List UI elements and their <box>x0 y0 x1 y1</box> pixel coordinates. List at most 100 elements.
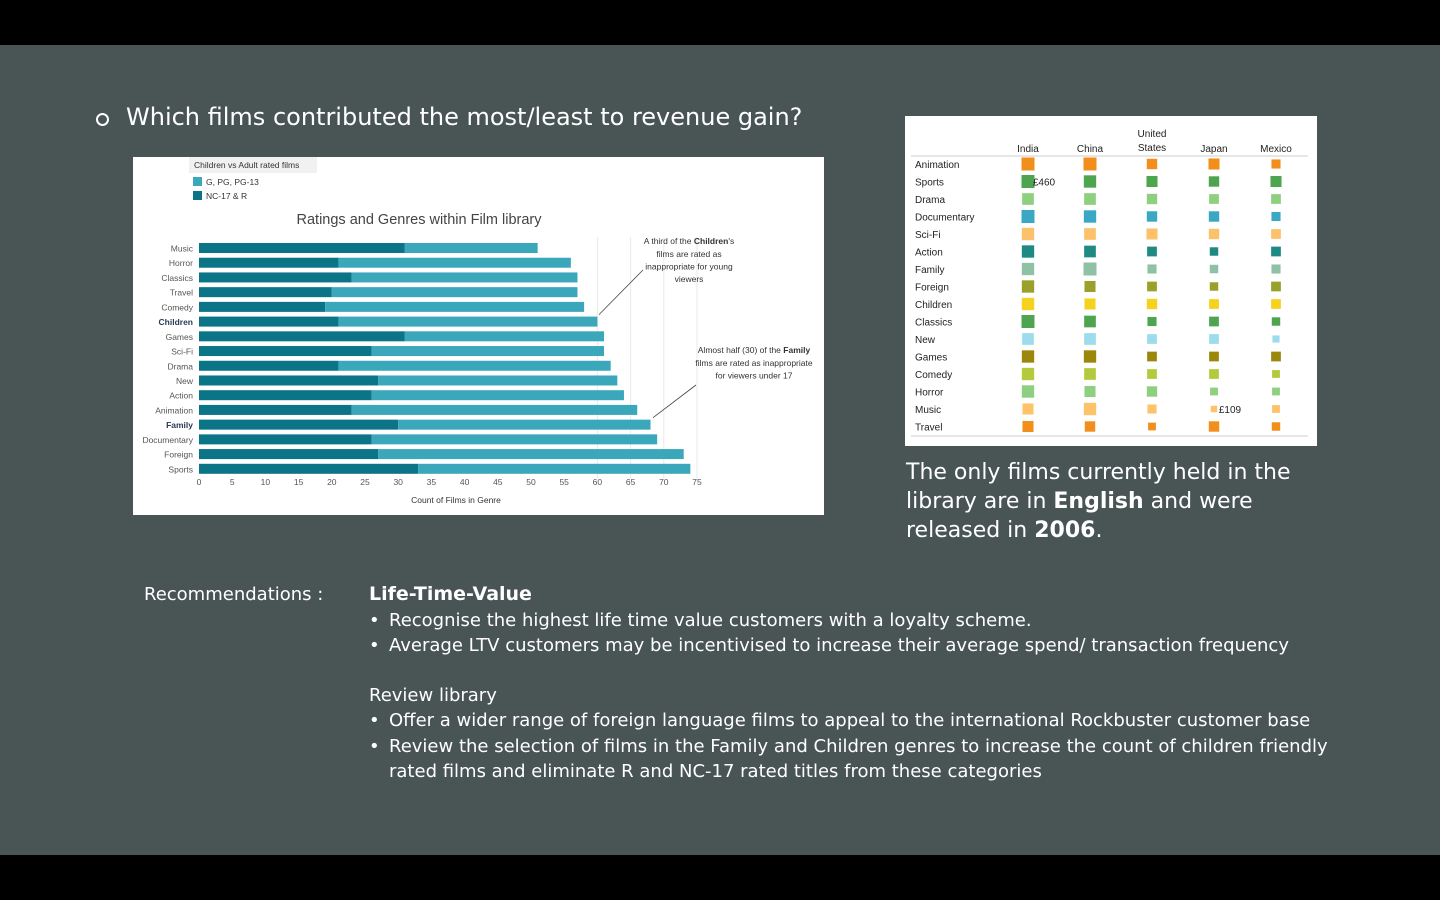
heatmap-square <box>1084 385 1096 398</box>
category-label: Horror <box>169 258 193 268</box>
heatmap-square <box>1209 194 1219 204</box>
annotation-line: Almost half (30) of the Family <box>698 345 811 355</box>
heatmap-square <box>1084 280 1096 293</box>
row-label: Animation <box>915 160 959 171</box>
heatmap-square <box>1084 368 1096 380</box>
x-tick-label: 45 <box>493 477 503 487</box>
heatmap-square <box>1271 159 1281 169</box>
heatmap-square <box>1272 370 1280 378</box>
x-tick-label: 60 <box>593 477 603 487</box>
heatmap-square <box>1146 158 1158 170</box>
bar-segment <box>199 375 379 386</box>
heatmap-square <box>1021 245 1035 258</box>
category-label: Drama <box>167 361 193 371</box>
x-axis-label: Count of Films in Genre <box>411 495 501 505</box>
legend-title-background <box>189 157 317 173</box>
heatmap-square <box>1146 211 1158 222</box>
heatmap-square <box>1209 334 1219 344</box>
annotation-span: Almost half (30) of the <box>698 345 784 355</box>
annotation-line: films are rated as <box>656 249 721 259</box>
heatmap-square <box>1209 264 1219 274</box>
heatmap-square <box>1209 316 1219 327</box>
bar-segment <box>404 331 605 342</box>
category-label: Documentary <box>142 435 193 445</box>
slide: Which films contributed the most/least t… <box>0 45 1440 855</box>
chart-legend: Children vs Adult rated films G, PG, PG-1… <box>189 157 317 201</box>
x-tick-label: 0 <box>197 477 202 487</box>
bar-segment <box>199 287 332 298</box>
chart-title: Ratings and Genres within Film library <box>297 212 543 228</box>
bar-segment <box>325 301 585 312</box>
heatmap-square <box>1083 210 1097 223</box>
category-label: Sports <box>168 464 193 474</box>
note-text-3: . <box>1095 518 1103 543</box>
bar-segment <box>371 434 658 445</box>
heatmap-square <box>1084 193 1096 205</box>
category-label: Sci-Fi <box>171 347 193 357</box>
heatmap-square <box>1021 350 1035 363</box>
x-tick-label: 20 <box>327 477 337 487</box>
heatmap-square <box>1021 210 1035 223</box>
heatmap-square <box>1084 333 1096 345</box>
recommendation-item: Average LTV customers may be incentivise… <box>369 633 1329 659</box>
heatmap-square <box>1022 420 1034 433</box>
heatmap-square <box>1271 211 1281 222</box>
recommendation-list-ltv: Recognise the highest life time value cu… <box>369 608 1329 659</box>
bar-segment <box>338 257 571 268</box>
heatmap-square <box>1271 299 1281 309</box>
value-label: £460 <box>1033 178 1056 189</box>
heatmap-square <box>1021 367 1035 381</box>
heatmap-square <box>1209 247 1219 256</box>
heatmap-square <box>1208 158 1220 170</box>
x-tick-label: 50 <box>526 477 536 487</box>
x-tick-label: 10 <box>261 477 271 487</box>
heatmap-square <box>1271 246 1281 257</box>
bar-segment <box>199 257 339 268</box>
column-header: Mexico <box>1260 144 1292 155</box>
legend-swatch <box>193 177 202 186</box>
bar-segment <box>398 419 651 430</box>
annotation-arrow <box>598 269 644 315</box>
heatmap-square <box>1209 299 1219 309</box>
annotation-span: A third of the <box>644 236 694 246</box>
bar-segment <box>378 375 618 386</box>
country-genre-heatmap: India China United States Japan Mexico Animati… <box>911 129 1308 437</box>
row-label: Family <box>915 265 944 276</box>
bar-segment <box>199 243 405 253</box>
heatmap-square <box>1271 351 1281 362</box>
heatmap-square <box>1147 404 1157 414</box>
x-tick-label: 25 <box>360 477 370 487</box>
heatmap-square <box>1146 175 1158 188</box>
bar-segment <box>199 434 372 445</box>
heatmap-square <box>1021 157 1035 171</box>
heatmap-square <box>1271 264 1281 274</box>
note-bold-language: English <box>1053 489 1144 514</box>
recommendation-item: Review the selection of films in the Fam… <box>369 734 1329 785</box>
heatmap-square <box>1208 228 1220 240</box>
x-tick-label: 75 <box>692 477 702 487</box>
heatmap-square <box>1271 229 1281 239</box>
heatmap-square <box>1083 175 1097 188</box>
heatmap-square <box>1021 280 1035 293</box>
bar-segment <box>199 419 399 430</box>
heatmap-square <box>1021 175 1035 188</box>
heatmap-square <box>1272 335 1280 343</box>
x-tick-label: 5 <box>230 477 235 487</box>
legend-label: NC-17 & R <box>206 191 247 201</box>
row-label: Music <box>915 405 941 416</box>
annotation-line: films are rated as inappropriate <box>695 358 812 368</box>
bar-segment <box>404 243 538 253</box>
heatmap-square <box>1208 211 1220 222</box>
row-label: Sports <box>915 178 944 189</box>
bar-segment <box>199 404 352 415</box>
legend-swatch <box>193 191 202 200</box>
heatmap-square <box>1272 405 1280 413</box>
category-label: Family <box>166 420 193 430</box>
heatmap-square <box>1021 315 1035 328</box>
heatmap-square <box>1084 228 1096 240</box>
x-tick-label: 30 <box>393 477 403 487</box>
legend-title: Children vs Adult rated films <box>194 160 299 170</box>
heatmap-square <box>1021 385 1035 398</box>
heatmap-square <box>1084 315 1096 328</box>
annotation-family: Almost half (30) of the Family films are … <box>652 345 813 418</box>
